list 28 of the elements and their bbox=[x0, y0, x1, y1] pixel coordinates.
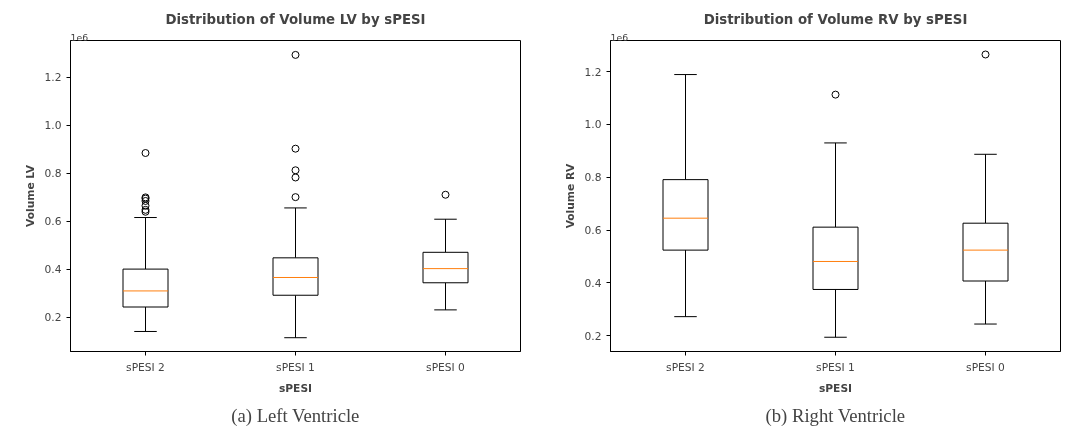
annotation: 1e6 bbox=[610, 31, 629, 43]
x-tick-label: sPESI 0 bbox=[966, 360, 1006, 374]
y-tick-label: 0.2 bbox=[584, 329, 602, 343]
y-tick-label: 0.6 bbox=[584, 224, 602, 238]
y-tick-label: 0.6 bbox=[44, 215, 62, 229]
text: (b) Right Ventricle bbox=[765, 404, 906, 427]
x-tick-label: sPESI 2 bbox=[666, 360, 705, 374]
text: (a) Left Ventricle bbox=[231, 404, 360, 427]
x-tick-label: sPESI 2 bbox=[126, 360, 165, 374]
y-tick-label: 0.4 bbox=[584, 276, 602, 290]
y-tick-label: 1.2 bbox=[584, 65, 602, 79]
x-axis-title: sPESI bbox=[278, 381, 313, 395]
y-tick-label: 0.2 bbox=[44, 311, 62, 325]
chart-title: Distribution of Volume RV by sPESI bbox=[703, 11, 968, 27]
x-tick-label: sPESI 0 bbox=[426, 360, 466, 374]
x-tick-label: sPESI 1 bbox=[816, 360, 855, 374]
annotation: 1e6 bbox=[70, 31, 89, 43]
y-tick-label: 1.2 bbox=[44, 71, 62, 85]
y-axis-title: Volume LV bbox=[23, 164, 37, 227]
y-tick-label: 1.0 bbox=[584, 118, 602, 132]
y-tick-label: 0.4 bbox=[44, 263, 62, 277]
x-axis-title: sPESI bbox=[818, 381, 853, 395]
y-tick-label: 1.0 bbox=[44, 119, 62, 133]
y-axis-title: Volume RV bbox=[563, 162, 577, 229]
y-tick-label: 0.8 bbox=[44, 167, 62, 181]
x-tick-label: sPESI 1 bbox=[276, 360, 315, 374]
chart-title: Distribution of Volume LV by sPESI bbox=[165, 11, 426, 27]
y-tick-label: 0.8 bbox=[584, 171, 602, 185]
